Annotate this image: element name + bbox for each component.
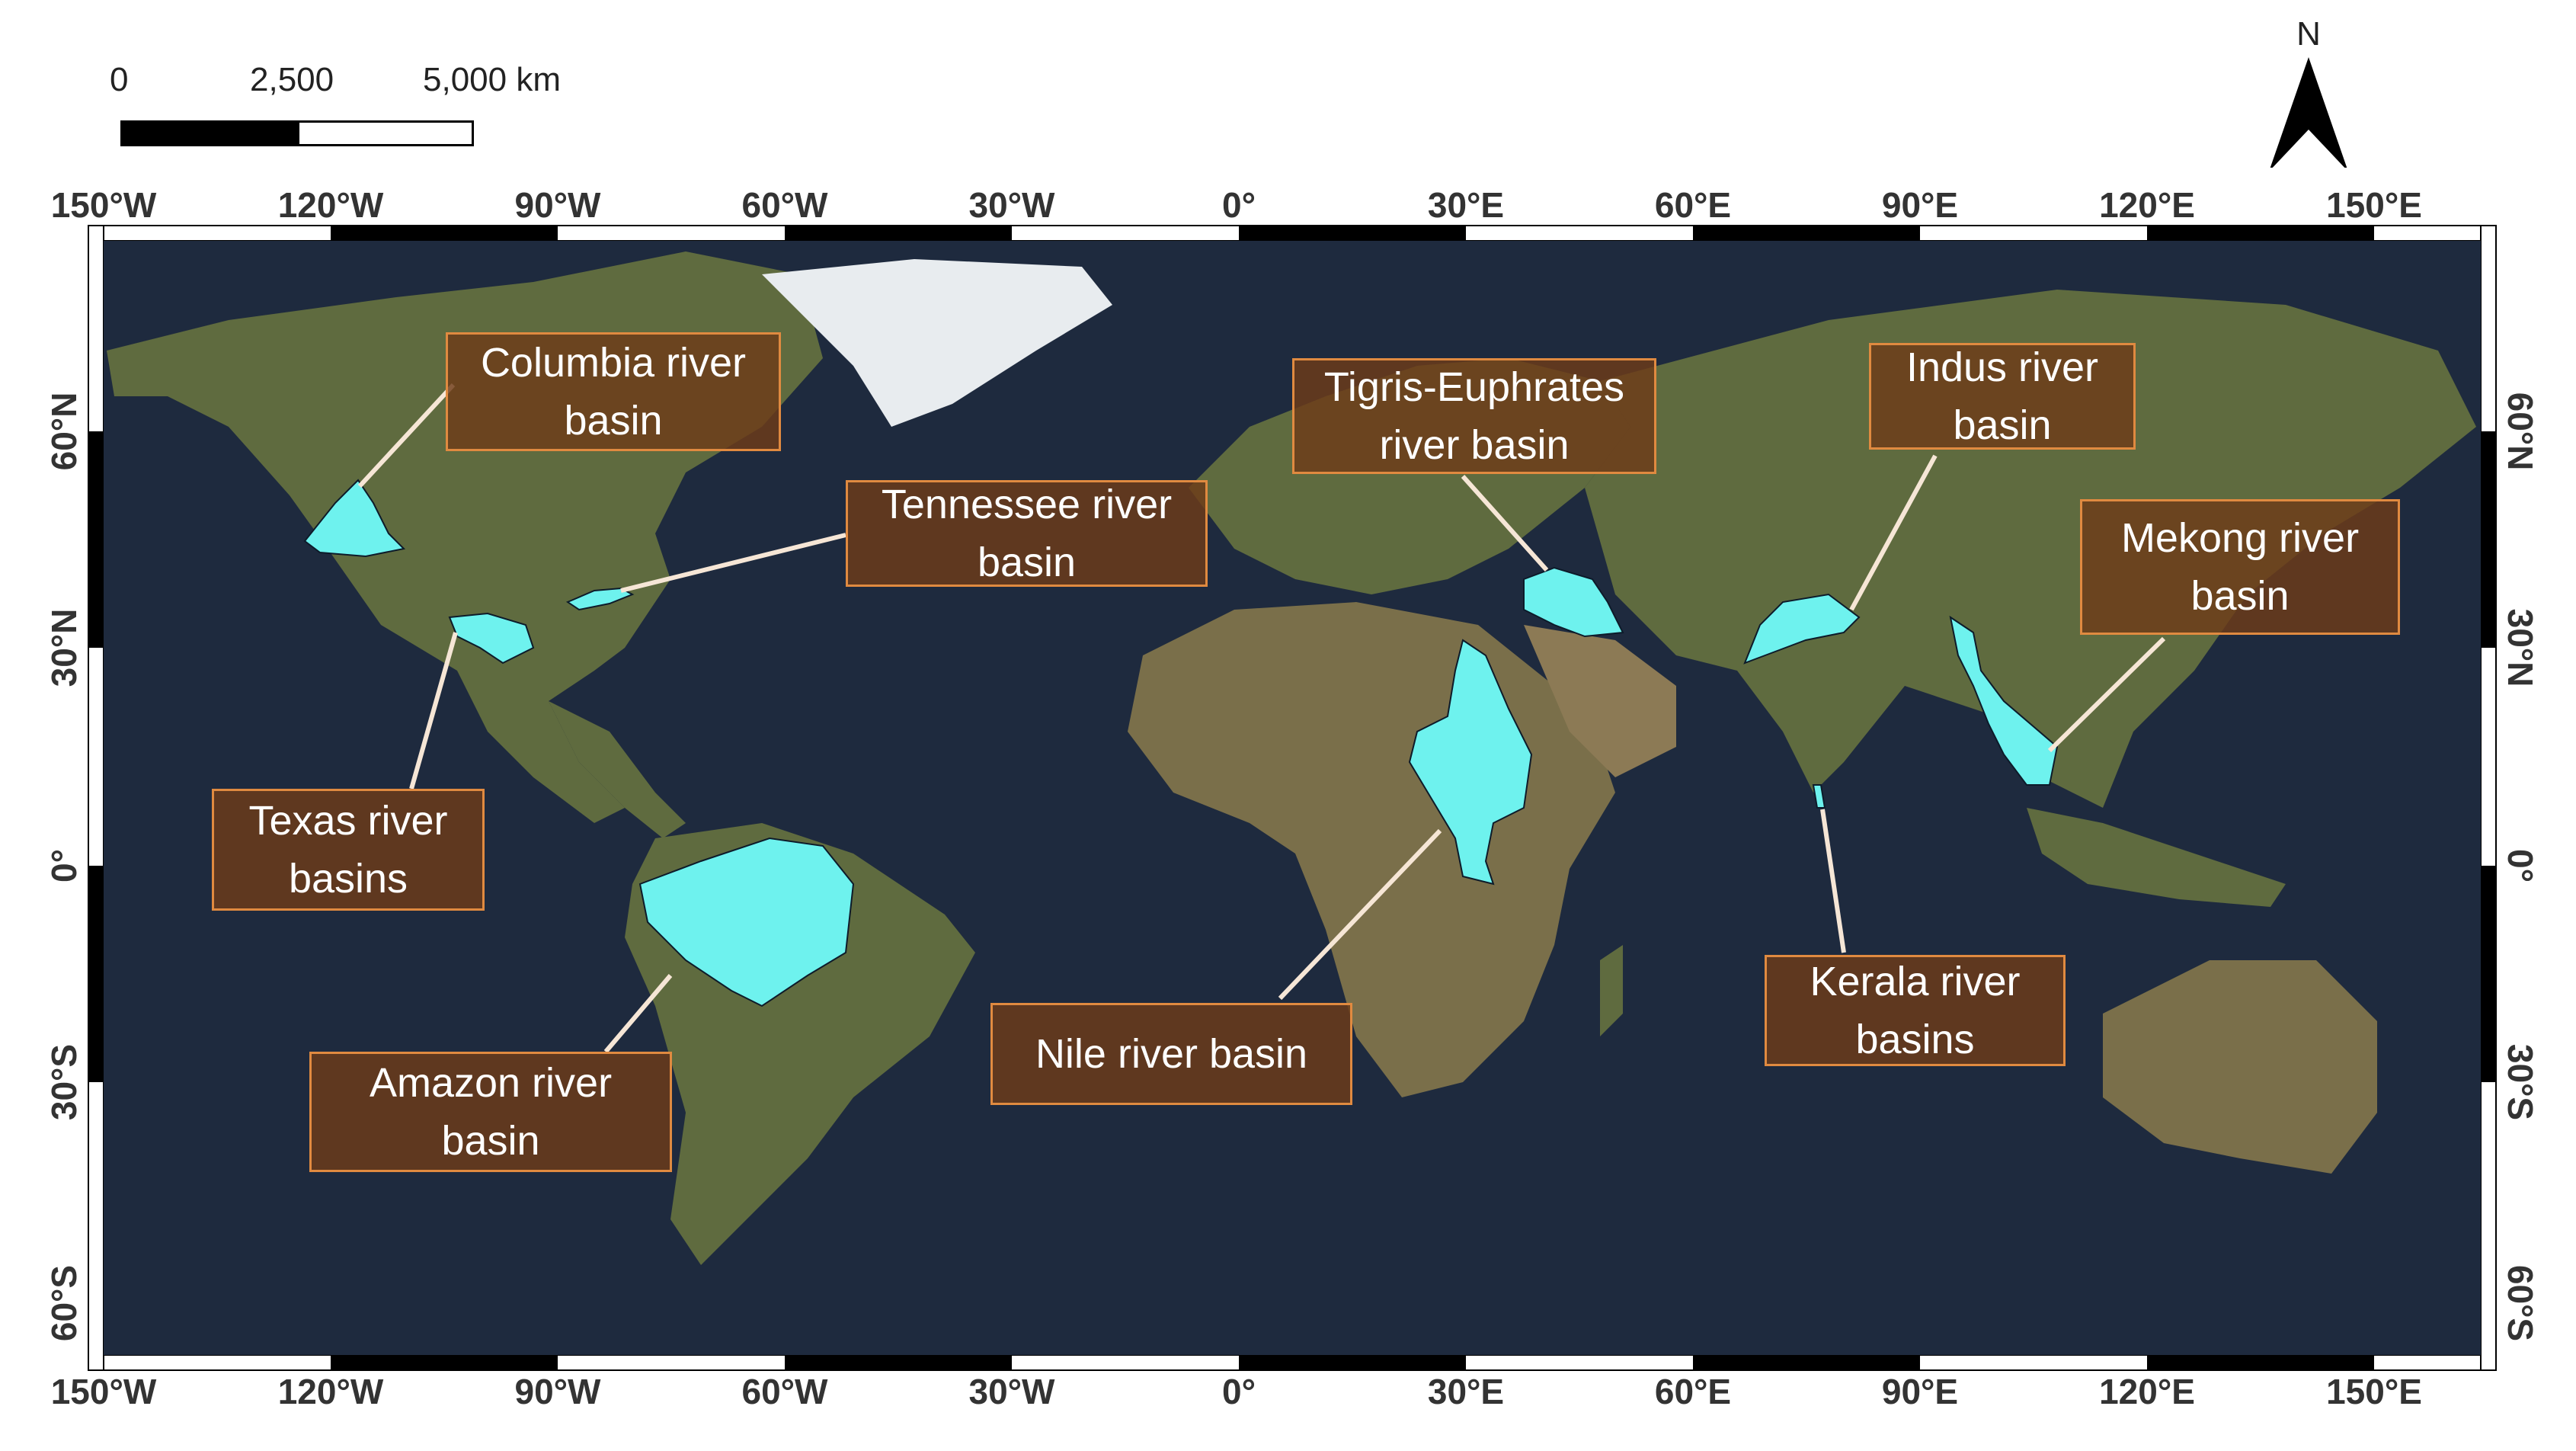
frame-ticks bbox=[88, 225, 2497, 1371]
latitude-labels-left: 60°N 30°N 0° 30°S 60°S bbox=[44, 392, 84, 1342]
longitude-labels-bottom: 150°W 120°W 90°W 60°W 30°W 0° 30°E 60°E … bbox=[51, 1372, 2422, 1411]
lon-top-5: 0° bbox=[1222, 185, 1256, 225]
label-columbia: Columbia river basin bbox=[446, 332, 781, 451]
lat-left-0: 60°N bbox=[44, 392, 84, 471]
tigris-euphrates-basin bbox=[1523, 566, 1624, 638]
lat-right-3: 30°S bbox=[2501, 1044, 2540, 1120]
tennessee-basin bbox=[565, 587, 635, 611]
river-basins bbox=[303, 479, 2059, 1007]
lon-bot-3: 60°W bbox=[742, 1372, 829, 1411]
leader-tennessee bbox=[620, 533, 846, 593]
columbia-basin bbox=[303, 479, 406, 558]
lon-top-10: 150°E bbox=[2326, 185, 2422, 225]
lon-top-8: 90°E bbox=[1882, 185, 1958, 225]
label-kerala: Kerala river basins bbox=[1765, 955, 2066, 1066]
latitude-labels-right: 60°N 30°N 0° 30°S 60°S bbox=[2501, 392, 2540, 1342]
scale-bar-black-segment bbox=[120, 120, 297, 146]
label-tennessee: Tennessee river basin bbox=[846, 480, 1208, 587]
lat-left-4: 60°S bbox=[44, 1265, 84, 1341]
lon-top-3: 60°W bbox=[742, 185, 829, 225]
scale-tick-0: 0 bbox=[110, 61, 129, 98]
label-indus: Indus river basin bbox=[1869, 343, 2136, 450]
label-amazon: Amazon river basin bbox=[309, 1052, 672, 1172]
lat-right-4: 60°S bbox=[2501, 1265, 2540, 1341]
label-texas: Texas river basins bbox=[212, 789, 485, 911]
lon-top-9: 120°E bbox=[2099, 185, 2195, 225]
lon-top-2: 90°W bbox=[515, 185, 602, 225]
australia bbox=[2103, 960, 2377, 1174]
scale-bar: 0 2,500 5,000 km bbox=[107, 61, 561, 152]
lat-left-3: 30°S bbox=[44, 1044, 84, 1120]
leader-texas bbox=[409, 632, 458, 790]
longitude-labels-top: 150°W 120°W 90°W 60°W 30°W 0° 30°E 60°E … bbox=[51, 185, 2422, 225]
lat-left-2: 0° bbox=[44, 849, 84, 882]
lon-bot-2: 90°W bbox=[515, 1372, 602, 1411]
north-letter: N bbox=[2296, 15, 2321, 53]
leader-lines bbox=[357, 383, 2166, 1053]
scale-tick-2500: 2,500 bbox=[250, 61, 334, 98]
leader-columbia bbox=[357, 383, 456, 488]
leader-kerala bbox=[1820, 809, 1846, 953]
madagascar bbox=[1600, 945, 1623, 1036]
scale-tick-5000: 5,000 km bbox=[423, 61, 561, 98]
mekong-basin bbox=[1949, 615, 2059, 786]
arabia bbox=[1524, 625, 1676, 777]
lon-top-6: 30°E bbox=[1428, 185, 1504, 225]
label-nile: Nile river basin bbox=[990, 1003, 1352, 1105]
nile-basin bbox=[1408, 639, 1533, 886]
leader-tigris bbox=[1461, 475, 1549, 572]
lon-bot-1: 120°W bbox=[278, 1372, 384, 1411]
lon-bot-4: 30°W bbox=[969, 1372, 1056, 1411]
lat-right-1: 30°N bbox=[2501, 609, 2540, 687]
lon-top-7: 60°E bbox=[1655, 185, 1731, 225]
lon-bot-10: 150°E bbox=[2326, 1372, 2422, 1411]
leader-indus bbox=[1849, 454, 1938, 611]
lon-top-0: 150°W bbox=[51, 185, 157, 225]
amazon-basin bbox=[638, 837, 855, 1007]
lon-top-4: 30°W bbox=[969, 185, 1056, 225]
lon-top-1: 120°W bbox=[278, 185, 384, 225]
north-arrow: N bbox=[2255, 15, 2362, 168]
lon-bot-7: 60°E bbox=[1655, 1372, 1731, 1411]
label-tigris: Tigris-Euphrates river basin bbox=[1292, 358, 1656, 474]
label-mekong: Mekong river basin bbox=[2080, 499, 2400, 635]
texas-basins bbox=[448, 612, 535, 665]
lat-right-0: 60°N bbox=[2501, 392, 2540, 471]
lon-bot-5: 0° bbox=[1222, 1372, 1256, 1411]
greenland bbox=[762, 259, 1112, 427]
central-america bbox=[549, 701, 686, 838]
lon-bot-0: 150°W bbox=[51, 1372, 157, 1411]
kerala-basins bbox=[1812, 784, 1826, 809]
lat-right-2: 0° bbox=[2501, 849, 2540, 882]
scale-bar-white-segment bbox=[297, 120, 474, 146]
leader-amazon bbox=[603, 974, 673, 1053]
north-arrow-icon bbox=[2270, 57, 2347, 168]
lat-left-1: 30°N bbox=[44, 609, 84, 687]
lon-bot-8: 90°E bbox=[1882, 1372, 1958, 1411]
leader-nile bbox=[1278, 828, 1442, 1001]
asia bbox=[1585, 290, 2476, 808]
indus-basin bbox=[1743, 593, 1861, 665]
southeast-asia bbox=[2027, 808, 2286, 907]
lon-bot-6: 30°E bbox=[1428, 1372, 1504, 1411]
lon-bot-9: 120°E bbox=[2099, 1372, 2195, 1411]
leader-mekong bbox=[2047, 636, 2166, 753]
